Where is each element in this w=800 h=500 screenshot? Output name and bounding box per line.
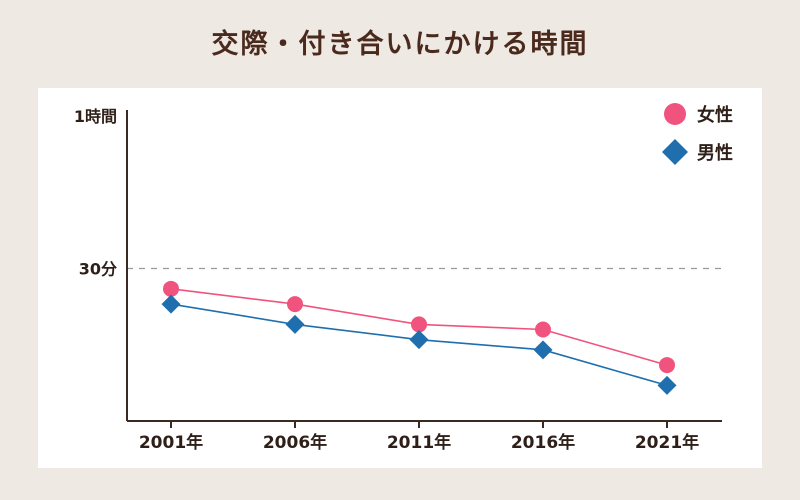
data-point-female [659, 357, 675, 374]
data-point-female [287, 296, 303, 313]
x-tick-label: 2001年 [139, 432, 203, 453]
x-tick-label: 2006年 [263, 432, 327, 453]
data-point-male [161, 294, 181, 314]
legend-marker-female [664, 103, 686, 125]
data-point-male [657, 375, 677, 395]
legend-label: 女性 [697, 104, 733, 126]
data-point-male [533, 340, 553, 360]
data-point-male [285, 314, 305, 334]
y-tick-label: 1時間 [74, 107, 117, 126]
data-point-female [411, 316, 427, 333]
x-tick-label: 2011年 [387, 432, 451, 453]
legend-label: 男性 [697, 142, 733, 164]
legend-marker-male [662, 139, 688, 165]
data-point-female [535, 321, 551, 338]
chart-panel [38, 88, 762, 468]
data-point-female [163, 280, 179, 297]
y-tick-label: 30分 [79, 260, 117, 279]
data-point-male [409, 330, 429, 350]
x-tick-label: 2021年 [635, 432, 699, 453]
chart-title: 交際・付き合いにかける時間 [211, 29, 589, 60]
x-tick-label: 2016年 [511, 432, 575, 453]
